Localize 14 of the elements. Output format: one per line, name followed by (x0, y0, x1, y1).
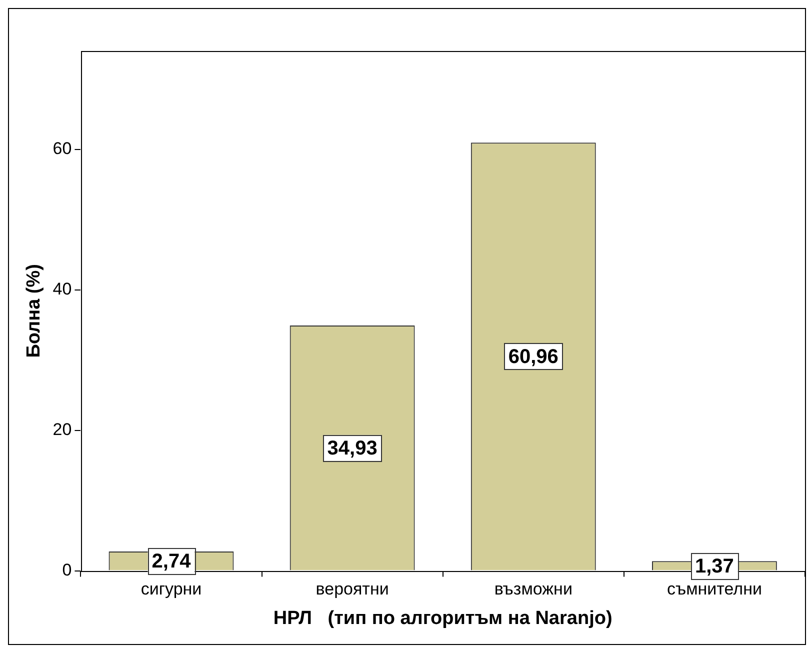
data-label: 1,37 (694, 555, 734, 578)
y-tick-label: 0 (62, 560, 72, 580)
y-axis-title: Болна (%) (24, 264, 45, 358)
data-label: 2,74 (152, 550, 192, 572)
x-tick-label: съмнителни (666, 580, 762, 599)
data-label: 34,93 (327, 437, 378, 460)
x-tick-label: вероятни (316, 580, 389, 599)
x-tick-label: сигурни (140, 580, 202, 599)
y-tick-label: 20 (52, 420, 72, 439)
x-axis-title: НРЛ (тип по алгоритъм на Naranjo) (273, 608, 612, 629)
data-label: 60,96 (508, 346, 558, 368)
y-tick-label: 40 (52, 280, 72, 299)
x-tick-label: възможни (494, 580, 572, 599)
y-tick-label: 60 (52, 139, 72, 158)
